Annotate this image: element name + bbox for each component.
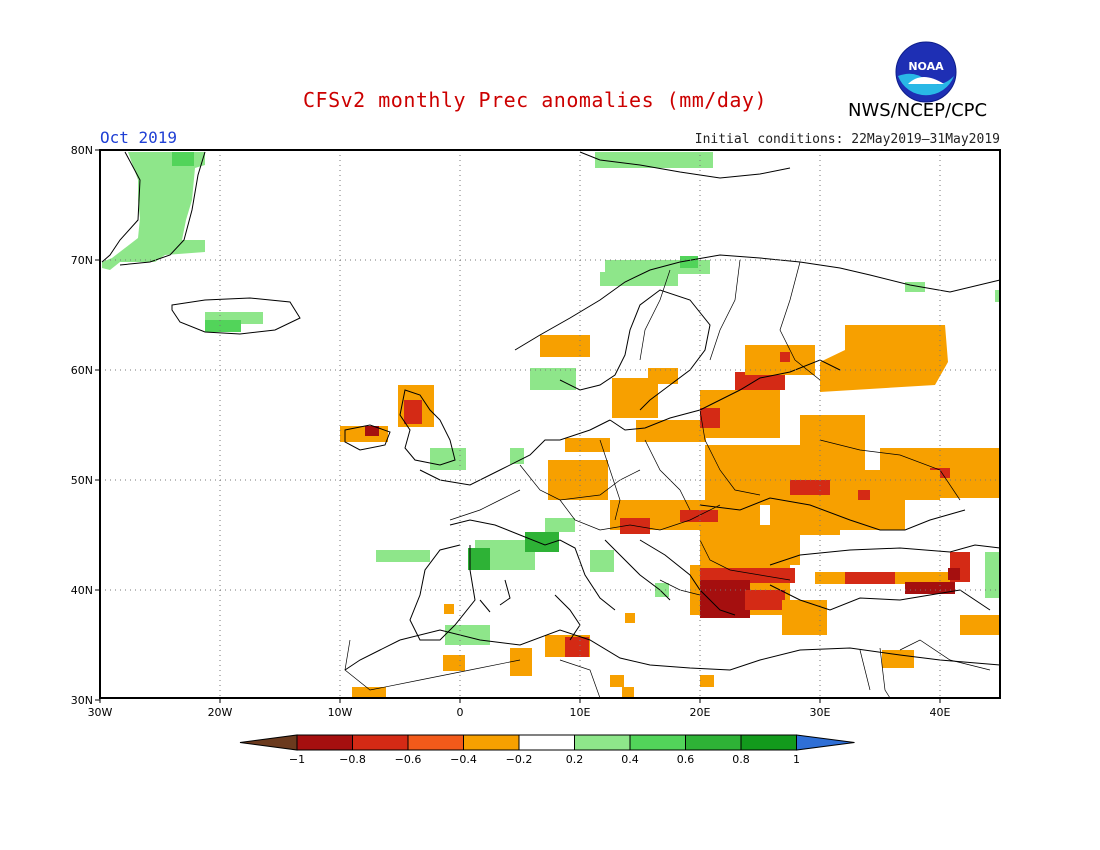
map-title: CFSv2 monthly Prec anomalies (mm/day) <box>302 88 768 112</box>
lon-tick-label: 0 <box>457 706 464 719</box>
colorbar-low-arrow <box>239 734 298 751</box>
month-label: Oct 2019 <box>100 128 178 147</box>
initial-conditions-label: Initial conditions: 22May2019—31May2019 <box>694 132 1000 147</box>
lon-tick-label: 20W <box>208 706 233 719</box>
coastlines <box>101 151 1001 671</box>
colorbar-segment <box>352 734 409 751</box>
colorbar-high-arrow <box>796 734 855 751</box>
colorbar-segment <box>740 734 797 751</box>
colorbar-label: −0.4 <box>450 753 477 766</box>
lon-tick-label: 10E <box>570 706 591 719</box>
colorbar-label: −1 <box>289 753 305 766</box>
agency-label: NWS/NCEP/CPC <box>848 100 988 121</box>
lon-tick-label: 30E <box>810 706 831 719</box>
colorbar-label: 0.4 <box>621 753 639 766</box>
colorbar-segment <box>629 734 686 751</box>
map-grid <box>100 150 1000 698</box>
lat-tick-label: 30N <box>71 694 93 707</box>
country-borders <box>344 259 991 699</box>
longitude-tick-labels: 30W 20W 10W 0 10E 20E 30E 40E <box>88 698 951 719</box>
lat-tick-label: 40N <box>71 584 93 597</box>
colorbar-label: −0.8 <box>339 753 366 766</box>
lat-tick-label: 80N <box>71 144 93 157</box>
colorbar-label: 0.6 <box>677 753 695 766</box>
svg-text:NOAA: NOAA <box>908 60 944 73</box>
colorbar-segment <box>685 734 742 751</box>
lon-tick-label: 20E <box>690 706 711 719</box>
lat-tick-label: 70N <box>71 254 93 267</box>
colorbar-label: 1 <box>793 753 800 766</box>
lat-tick-label: 50N <box>71 474 93 487</box>
colorbar-segment <box>574 734 631 751</box>
colorbar-label: −0.2 <box>506 753 533 766</box>
colorbar-label: 0.2 <box>566 753 584 766</box>
lon-tick-label: 10W <box>328 706 353 719</box>
colorbar-segment <box>518 734 575 751</box>
lon-tick-label: 40E <box>930 706 951 719</box>
negative-anomaly-patches <box>340 325 1000 698</box>
colorbar-label: 0.8 <box>732 753 750 766</box>
latitude-tick-labels: 80N 70N 60N 50N 40N 30N <box>71 144 100 707</box>
lat-tick-label: 60N <box>71 364 93 377</box>
colorbar <box>239 734 855 751</box>
colorbar-segment <box>296 734 353 751</box>
colorbar-segment <box>407 734 464 751</box>
noaa-logo-icon: NOAA <box>895 41 957 103</box>
colorbar-labels: −1 −0.8 −0.6 −0.4 −0.2 0.2 0.4 0.6 0.8 1 <box>289 753 800 766</box>
colorbar-segment <box>463 734 520 751</box>
positive-anomaly-patches <box>102 152 1001 645</box>
map-frame <box>99 149 1001 699</box>
lon-tick-label: 30W <box>88 706 113 719</box>
colorbar-label: −0.6 <box>395 753 422 766</box>
